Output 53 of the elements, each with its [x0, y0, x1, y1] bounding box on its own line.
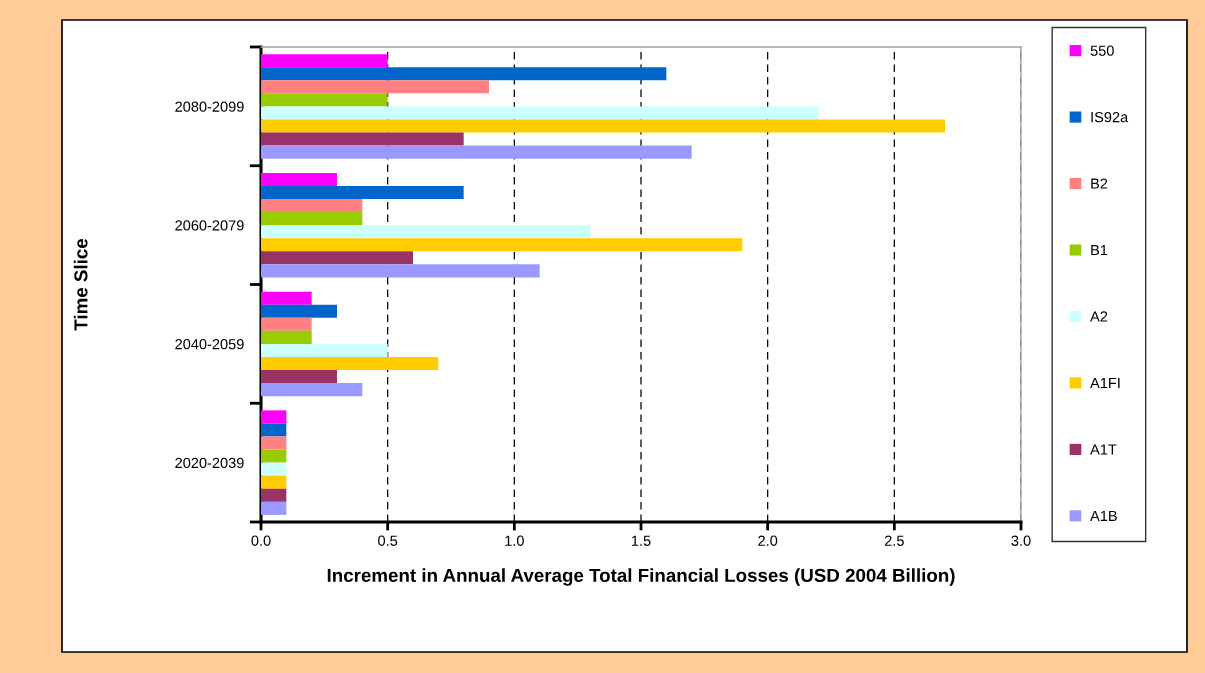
bar — [261, 54, 388, 68]
legend-label: 550 — [1090, 45, 1114, 56]
bar — [261, 410, 287, 424]
bar — [261, 436, 287, 450]
y-tick-label: 2080-2099 — [175, 101, 244, 112]
bar — [261, 93, 388, 107]
y-tick-label: 2020-2039 — [175, 457, 244, 469]
x-tick-label: 2.5 — [884, 535, 904, 546]
bar — [261, 449, 287, 463]
bar — [261, 225, 591, 239]
legend-label: IS92a — [1091, 111, 1129, 123]
x-tick-label: 3.0 — [1011, 535, 1031, 546]
x-tick-label: 2.0 — [758, 535, 778, 546]
bar — [261, 343, 388, 357]
bar — [261, 251, 413, 265]
bar — [261, 185, 464, 199]
legend-label: B1 — [1091, 245, 1108, 256]
bar — [261, 67, 667, 81]
bar — [261, 488, 287, 502]
bar — [261, 172, 337, 186]
legend-label: A2 — [1090, 311, 1108, 322]
bar — [261, 132, 464, 146]
x-axis-title: Increment in Annual Average Total Financial Losses (USD 2004 Billion) — [327, 568, 955, 586]
bar — [261, 423, 287, 437]
legend-label: A1T — [1090, 444, 1117, 455]
bar — [261, 291, 312, 305]
x-tick-label: 1.5 — [631, 535, 651, 546]
bar — [261, 106, 819, 120]
bar — [261, 238, 743, 252]
bar — [261, 501, 287, 515]
y-tick-label: 2060-2079 — [175, 220, 244, 231]
x-tick-label: 0.5 — [378, 535, 398, 546]
bar — [261, 475, 287, 489]
y-tick-label: 2040-2059 — [175, 338, 244, 350]
y-axis-title: Time Slice — [73, 238, 88, 331]
x-tick-label: 1.0 — [505, 535, 524, 546]
legend-label: A1B — [1090, 510, 1117, 521]
legend-label: A1FI — [1090, 377, 1120, 389]
x-tick-label: 0.0 — [251, 535, 271, 546]
bar — [261, 356, 439, 370]
legend-label: B2 — [1091, 178, 1108, 189]
bar — [261, 383, 363, 397]
bar — [261, 264, 540, 278]
bar — [261, 370, 337, 384]
bar — [261, 330, 312, 344]
bar — [261, 80, 489, 94]
bar — [261, 317, 312, 331]
bar — [261, 462, 287, 476]
bar — [261, 199, 363, 213]
bar — [261, 212, 363, 226]
bar — [261, 304, 337, 318]
bar — [261, 119, 945, 133]
bar — [261, 145, 692, 159]
